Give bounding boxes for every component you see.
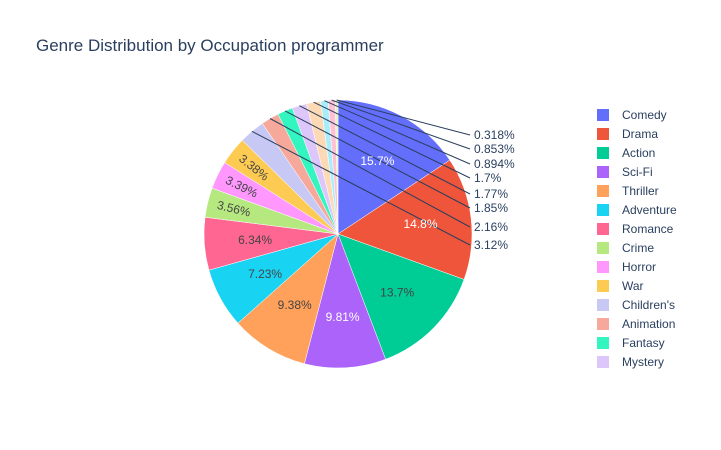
legend-swatch xyxy=(597,261,609,273)
legend-swatch xyxy=(597,337,609,349)
slice-label: 1.85% xyxy=(474,201,508,215)
legend-label: Mystery xyxy=(622,355,664,369)
leader-line xyxy=(269,118,471,228)
pie-slice-drama[interactable] xyxy=(337,159,473,280)
legend-swatch xyxy=(597,299,609,311)
slice-label: 0.894% xyxy=(474,157,515,171)
slice-label: 7.23% xyxy=(248,267,282,281)
leader-line xyxy=(313,101,471,179)
slice-label: 6.34% xyxy=(238,233,272,247)
legend-label: Animation xyxy=(622,317,675,331)
pie-slice-sci-fi[interactable] xyxy=(304,233,386,369)
legend-item-children-s[interactable]: Children's xyxy=(597,298,675,312)
legend-label: Drama xyxy=(622,127,658,141)
legend-item-adventure[interactable]: Adventure xyxy=(597,203,677,217)
slice-label: 15.7% xyxy=(360,154,394,168)
legend-item-fantasy[interactable]: Fantasy xyxy=(597,336,665,350)
legend: Comedy Drama Action Sci-Fi Thriller Adventure… xyxy=(597,108,677,369)
legend-swatch xyxy=(597,109,609,121)
legend-label: Romance xyxy=(622,222,674,236)
leader-line xyxy=(336,99,471,136)
legend-label: War xyxy=(622,279,644,293)
legend-label: Action xyxy=(622,146,655,160)
legend-label: Children's xyxy=(622,298,675,312)
slice-label: 1.7% xyxy=(474,171,502,185)
legend-swatch xyxy=(597,166,609,178)
slice-label: 1.77% xyxy=(474,187,508,201)
leader-line xyxy=(284,110,471,209)
legend-item-mystery[interactable]: Mystery xyxy=(597,355,664,369)
legend-item-war[interactable]: War xyxy=(597,279,644,293)
legend-swatch xyxy=(597,356,609,368)
legend-swatch xyxy=(597,147,609,159)
legend-item-thriller[interactable]: Thriller xyxy=(597,184,659,198)
legend-item-horror[interactable]: Horror xyxy=(597,260,656,274)
slice-label: 14.8% xyxy=(403,217,437,231)
slice-label: 0.853% xyxy=(474,142,515,156)
legend-item-action[interactable]: Action xyxy=(597,146,655,160)
legend-swatch xyxy=(597,204,609,216)
chart-title: Genre Distribution by Occupation program… xyxy=(36,36,384,55)
slice-label: 9.81% xyxy=(326,310,360,324)
pie-slice-action[interactable] xyxy=(337,233,465,360)
slice-label: 0.318% xyxy=(474,128,515,142)
legend-swatch xyxy=(597,280,609,292)
legend-label: Sci-Fi xyxy=(622,165,653,179)
label-leader-lines xyxy=(251,99,471,246)
leader-line xyxy=(331,99,471,150)
legend-label: Comedy xyxy=(622,108,667,122)
legend-swatch xyxy=(597,318,609,330)
legend-label: Horror xyxy=(622,260,656,274)
legend-swatch xyxy=(597,223,609,235)
slice-label: 3.12% xyxy=(474,238,508,252)
slice-label: 13.7% xyxy=(380,285,414,299)
legend-swatch xyxy=(597,185,609,197)
legend-label: Crime xyxy=(622,241,654,255)
legend-label: Thriller xyxy=(622,184,659,198)
slice-labels: 15.7%14.8%13.7%9.81%9.38%7.23%6.34%3.56%… xyxy=(216,128,515,324)
leader-line xyxy=(299,105,471,195)
legend-item-animation[interactable]: Animation xyxy=(597,317,675,331)
legend-item-drama[interactable]: Drama xyxy=(597,127,658,141)
slice-label: 2.16% xyxy=(474,220,508,234)
slice-label: 9.38% xyxy=(278,298,312,312)
legend-item-romance[interactable]: Romance xyxy=(597,222,674,236)
legend-swatch xyxy=(597,128,609,140)
legend-item-crime[interactable]: Crime xyxy=(597,241,654,255)
pie-slice-thriller[interactable] xyxy=(237,233,339,365)
legend-item-sci-fi[interactable]: Sci-Fi xyxy=(597,165,653,179)
legend-label: Adventure xyxy=(622,203,677,217)
legend-swatch xyxy=(597,242,609,254)
legend-label: Fantasy xyxy=(622,336,665,350)
legend-item-comedy[interactable]: Comedy xyxy=(597,108,667,122)
leader-line xyxy=(324,100,471,165)
leader-line xyxy=(251,130,471,246)
